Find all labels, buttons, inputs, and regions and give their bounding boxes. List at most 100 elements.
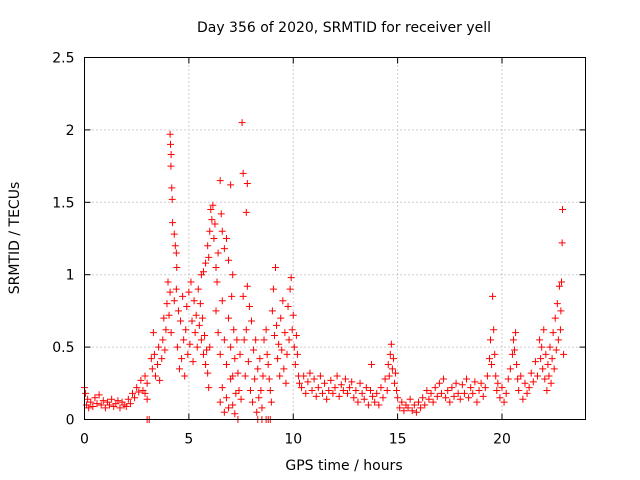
data-point <box>398 398 406 406</box>
data-point <box>540 326 548 334</box>
data-point <box>323 395 331 403</box>
data-point <box>164 278 172 286</box>
data-point <box>212 263 220 271</box>
data-point <box>341 375 349 383</box>
data-point <box>267 398 275 406</box>
data-point <box>358 389 366 397</box>
data-point <box>388 365 396 373</box>
data-point <box>369 392 377 400</box>
data-point <box>385 372 393 380</box>
data-point <box>537 355 545 363</box>
data-point <box>214 329 222 337</box>
data-point <box>346 384 354 392</box>
data-point <box>246 387 254 395</box>
data-point <box>204 369 212 377</box>
data-point <box>491 350 499 358</box>
data-point <box>168 184 176 192</box>
data-point <box>263 350 271 358</box>
data-point <box>254 365 262 373</box>
data-point <box>143 395 151 403</box>
data-point <box>452 379 460 387</box>
data-point <box>362 384 370 392</box>
data-point <box>293 350 301 358</box>
data-point <box>165 311 173 319</box>
data-point <box>375 401 383 409</box>
data-point <box>170 230 178 238</box>
data-point <box>485 355 493 363</box>
data-point <box>181 372 189 380</box>
data-point <box>87 398 95 406</box>
data-point <box>84 395 92 403</box>
data-point <box>257 387 265 395</box>
x-tick-label: 15 <box>389 432 407 448</box>
data-point <box>290 343 298 351</box>
data-point <box>431 384 439 392</box>
data-point <box>429 398 437 406</box>
data-point <box>444 387 452 395</box>
grid <box>84 57 586 420</box>
data-point <box>456 395 464 403</box>
data-point <box>266 387 274 395</box>
data-point <box>460 389 468 397</box>
data-point <box>196 300 204 308</box>
data-point <box>296 379 304 387</box>
data-point <box>143 379 151 387</box>
data-point <box>392 369 400 377</box>
data-point <box>245 303 253 311</box>
data-point <box>304 378 312 386</box>
data-point <box>458 381 466 389</box>
data-point <box>278 346 286 354</box>
data-point <box>553 300 561 308</box>
data-point <box>314 384 322 392</box>
data-point <box>213 278 221 286</box>
data-point <box>124 395 132 403</box>
data-point <box>232 389 240 397</box>
data-point <box>523 389 531 397</box>
data-point <box>527 369 535 377</box>
data-point <box>180 336 188 344</box>
data-point <box>225 256 233 264</box>
data-point <box>208 216 216 224</box>
data-point <box>433 392 441 400</box>
data-point <box>316 372 324 380</box>
data-point <box>557 307 565 315</box>
data-point <box>287 274 295 282</box>
data-point <box>442 394 450 402</box>
data-point <box>205 384 213 392</box>
data-point <box>471 378 479 386</box>
data-point <box>101 404 109 412</box>
y-tick-label: 1 <box>66 268 75 284</box>
data-point <box>255 394 263 402</box>
data-point <box>279 297 287 305</box>
data-point <box>508 350 516 358</box>
data-point <box>529 378 537 386</box>
data-point <box>135 388 143 396</box>
data-point <box>193 343 201 351</box>
data-point <box>410 401 418 409</box>
y-axis-title: SRMTID / TECUs <box>7 182 23 295</box>
data-point <box>493 387 501 395</box>
data-point <box>173 343 181 351</box>
data-point <box>251 375 259 383</box>
data-point <box>191 329 199 337</box>
data-point <box>231 355 239 363</box>
y-tick-label: 2 <box>66 123 75 139</box>
data-point <box>556 326 564 334</box>
data-point <box>521 379 529 387</box>
data-point <box>179 292 187 300</box>
data-point <box>229 271 237 279</box>
data-point <box>210 235 218 242</box>
data-point <box>148 365 156 373</box>
data-point <box>99 397 107 405</box>
data-point <box>159 336 167 344</box>
data-point <box>155 343 163 351</box>
data-point <box>448 384 456 392</box>
data-point <box>454 389 462 397</box>
data-point <box>308 387 316 395</box>
data-point <box>421 401 429 409</box>
data-point <box>558 239 566 247</box>
data-point <box>195 321 203 329</box>
data-point <box>177 317 185 325</box>
data-point <box>227 375 235 383</box>
